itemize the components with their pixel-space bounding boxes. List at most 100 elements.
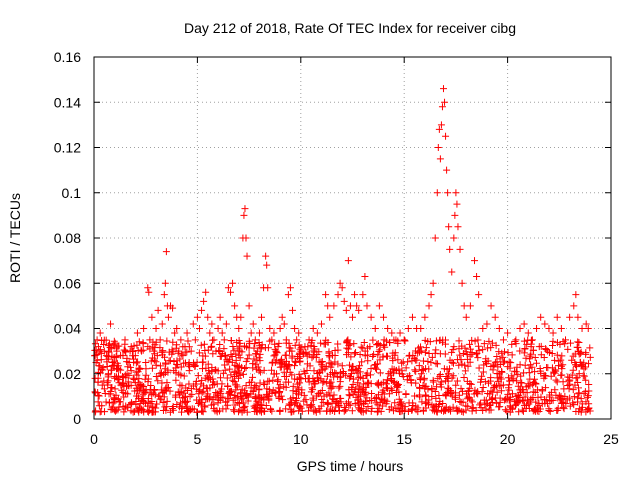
baseline-point [298,407,306,415]
baseline-point [110,406,118,414]
data-point [98,381,106,389]
baseline-point [518,406,526,414]
baseline-point [282,378,290,386]
baseline-point [135,387,143,395]
data-point [456,245,464,253]
baseline-point [307,401,315,409]
baseline-point [162,406,170,414]
baseline-point [356,362,364,370]
data-point [270,329,278,337]
baseline-point [198,407,206,415]
baseline-point [242,382,250,390]
baseline-point [153,352,161,360]
data-point [566,313,574,321]
baseline-point [480,340,488,348]
baseline-point [505,358,513,366]
data-point [400,336,408,344]
baseline-point [328,368,336,376]
baseline-point [138,394,146,402]
baseline-point [144,375,152,383]
data-point [245,302,253,310]
baseline-point [456,397,464,405]
baseline-point [428,401,436,409]
baseline-point [150,408,158,416]
baseline-point [573,374,581,382]
baseline-point [499,359,507,367]
baseline-point [372,399,380,407]
baseline-point [565,385,573,393]
data-point [242,234,250,242]
baseline-point [376,369,384,377]
baseline-point [378,396,386,404]
baseline-point [156,362,164,370]
baseline-point [423,398,431,406]
baseline-point [302,374,310,382]
y-tick-label: 0 [73,411,81,427]
baseline-point [349,381,357,389]
data-point [140,325,148,332]
baseline-point [488,399,496,407]
data-point [338,284,346,292]
baseline-point [373,341,381,349]
baseline-point [355,374,363,382]
baseline-point [520,349,528,357]
baseline-point [232,356,240,364]
baseline-point [439,400,447,408]
data-point [210,336,218,344]
baseline-point [253,356,261,364]
baseline-point [542,396,550,404]
baseline-point [581,388,589,396]
baseline-point [332,403,340,411]
baseline-point [574,384,582,392]
data-point [262,252,270,260]
baseline-point [475,364,483,372]
baseline-point [170,367,178,375]
baseline-point [296,374,304,382]
baseline-point [185,380,193,388]
baseline-point [176,399,184,407]
baseline-point [391,379,399,387]
baseline-point [449,372,457,380]
baseline-point [139,339,147,347]
data-point [175,347,183,355]
baseline-point [100,377,108,385]
baseline-point [91,408,99,416]
baseline-point [207,343,215,351]
baseline-point [374,407,382,415]
data-point [107,320,115,328]
baseline-point [330,391,338,399]
baseline-point [496,373,504,381]
baseline-point [198,388,206,396]
baseline-point [348,407,356,415]
baseline-point [468,349,476,357]
baseline-point [440,365,448,373]
baseline-point [505,384,513,392]
baseline-point [353,366,361,374]
baseline-point [493,388,501,396]
baseline-point [214,367,222,375]
data-point [524,329,532,337]
baseline-point [527,395,535,403]
baseline-point [416,393,424,401]
baseline-point [402,364,410,372]
baseline-point [467,396,475,404]
baseline-point [165,348,173,356]
baseline-point [452,389,460,397]
baseline-point [214,395,222,403]
baseline-point [566,394,574,402]
data-point [249,320,257,328]
baseline-point [159,398,167,406]
baseline-point [184,387,192,395]
baseline-point [559,361,567,369]
baseline-point [343,344,351,352]
baseline-point [472,406,480,414]
baseline-point [557,371,565,379]
baseline-point [436,371,444,379]
baseline-point [334,346,342,354]
baseline-point [308,354,316,362]
data-point [443,166,451,174]
baseline-point [534,386,542,394]
baseline-point [249,364,257,372]
baseline-point [363,394,371,402]
baseline-point [295,391,303,399]
